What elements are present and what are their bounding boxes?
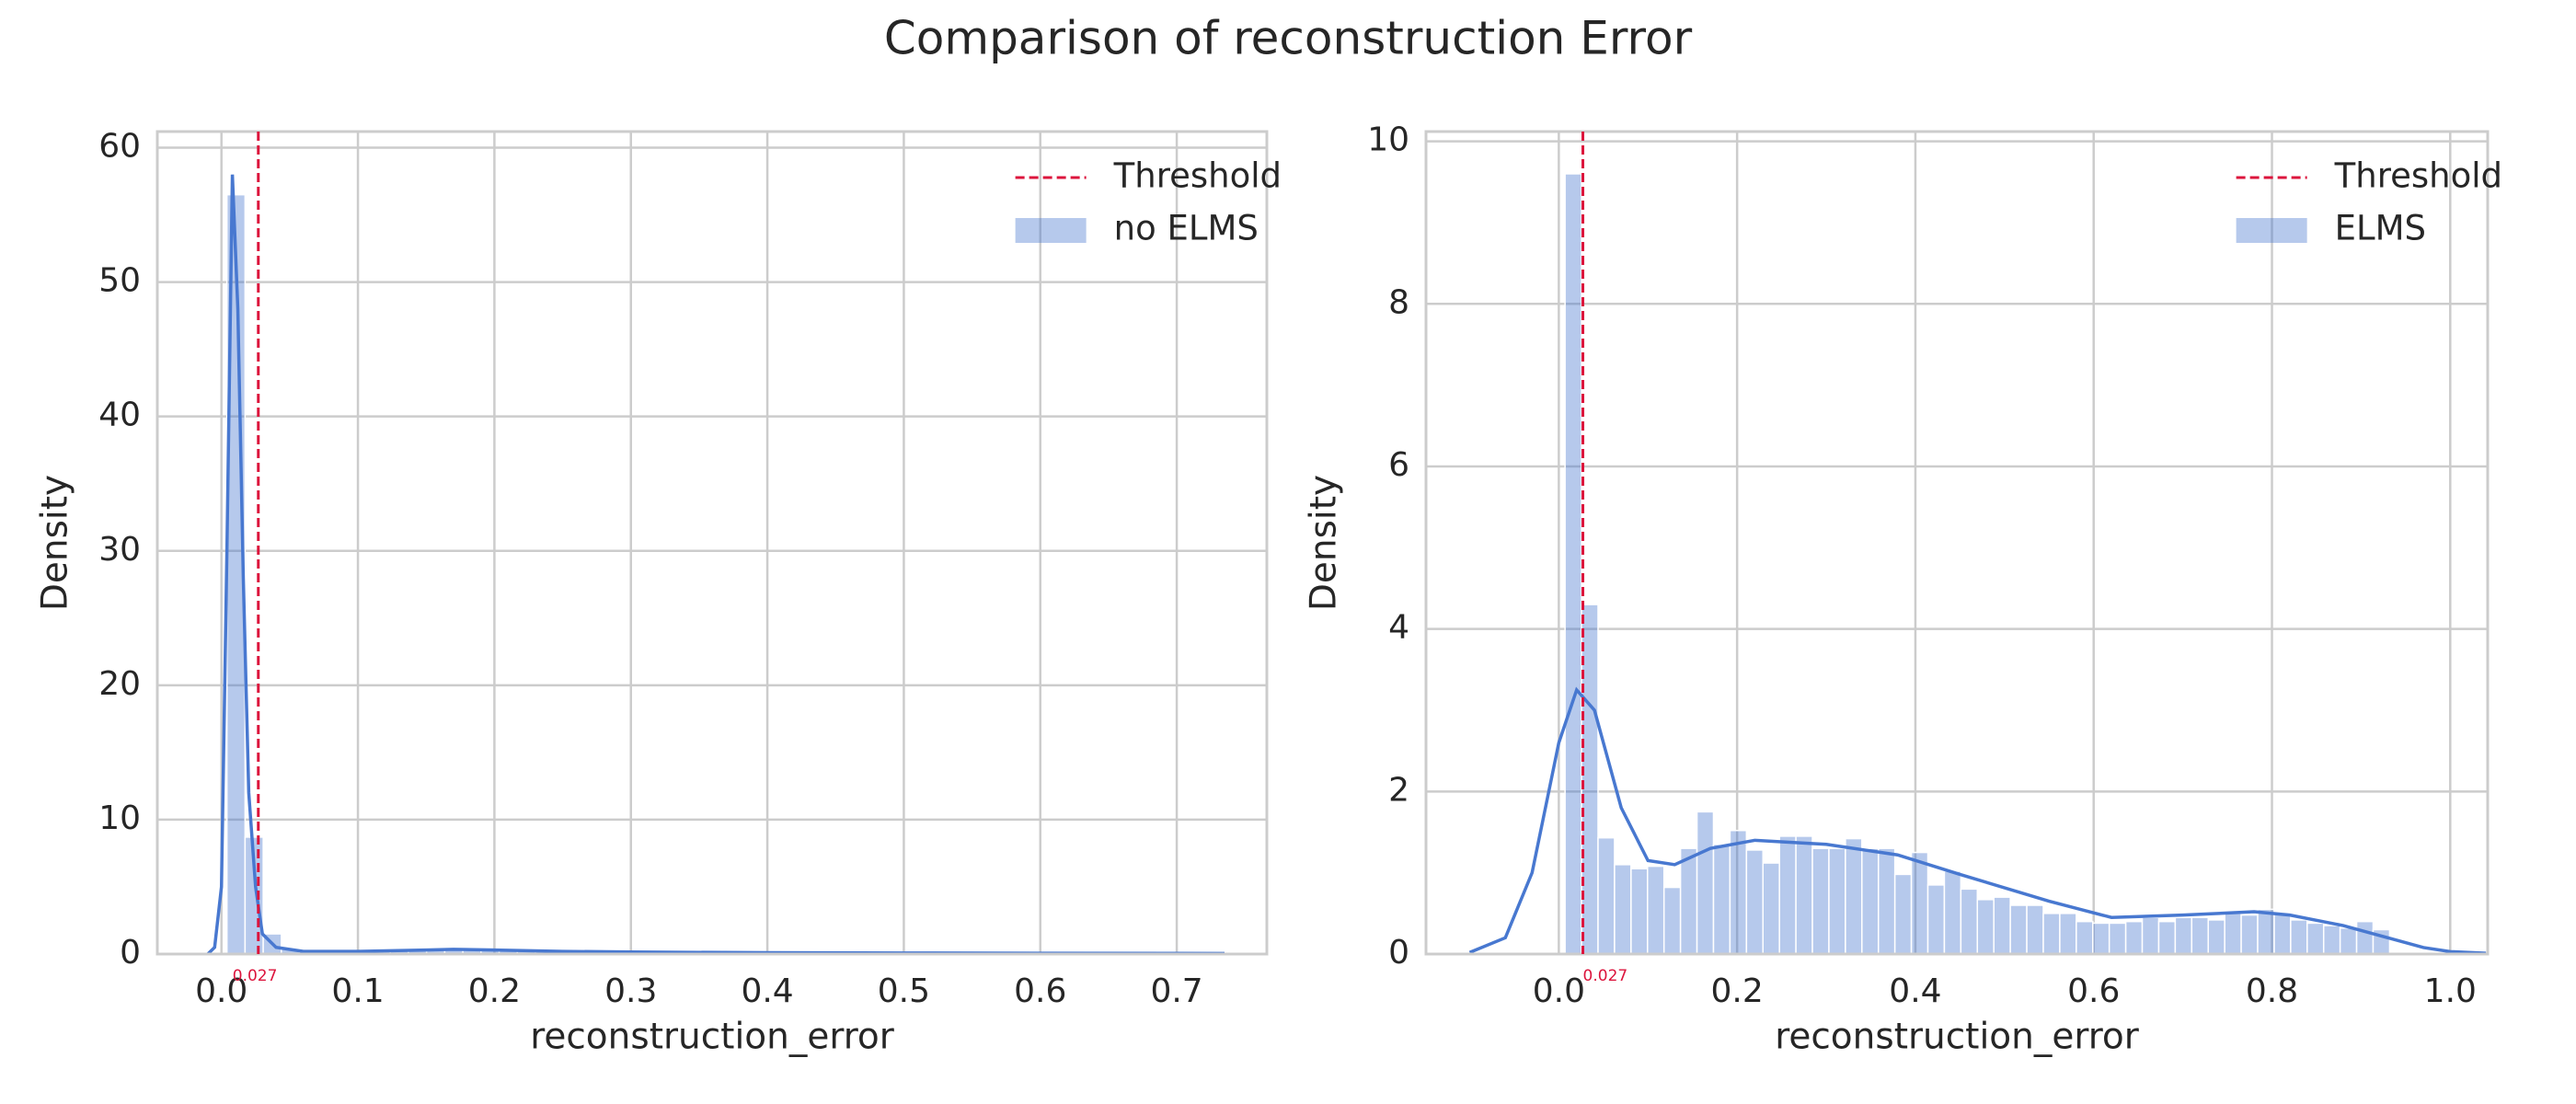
histogram-bar <box>1679 847 1698 955</box>
kde-line <box>206 174 1225 956</box>
histogram-bar <box>2240 914 2259 955</box>
histogram-bar <box>1614 864 1632 955</box>
y-tick-label: 10 <box>1367 121 1409 159</box>
histogram-bar <box>2076 920 2094 955</box>
legend-label: Threshold <box>2334 156 2502 196</box>
y-tick-label: 50 <box>98 262 141 300</box>
x-tick-label: 0.2 <box>468 972 521 1010</box>
histogram-bar <box>1745 849 1765 955</box>
legend-patch <box>2236 218 2307 243</box>
x-tick-label: 0.0 <box>195 972 247 1010</box>
y-tick-label: 10 <box>98 799 141 837</box>
histogram-bar <box>2157 920 2177 955</box>
histogram-bar <box>2092 922 2110 955</box>
histogram-bar <box>2207 919 2225 955</box>
x-tick-label: 0.8 <box>2246 972 2298 1010</box>
histogram-bar <box>2306 922 2325 955</box>
histogram-bar <box>1696 811 1715 955</box>
histogram-bar <box>1960 888 1979 955</box>
histogram-bar <box>1845 837 1863 955</box>
legend-patch <box>1015 218 1087 243</box>
y-tick-label: 30 <box>98 531 141 569</box>
histogram-bar <box>1926 884 1946 955</box>
x-axis-label: reconstruction_error <box>530 1017 895 1058</box>
histogram-bar <box>2026 904 2044 955</box>
histogram-bar <box>2124 920 2144 955</box>
y-tick-label: 0 <box>120 934 141 972</box>
x-tick-label: 0.6 <box>2067 972 2120 1010</box>
y-axis-label: Density <box>1304 475 1345 611</box>
y-tick-label: 6 <box>1388 446 1409 484</box>
y-axis-label: Density <box>35 475 76 611</box>
histogram-bar <box>1712 843 1731 955</box>
histogram-bar <box>1877 847 1896 955</box>
x-tick-label: 1.0 <box>2424 972 2477 1010</box>
histogram-bar <box>2322 925 2341 955</box>
histogram-bar <box>1976 899 1995 955</box>
histogram-bar <box>2290 919 2308 955</box>
axes-frame <box>155 130 1269 956</box>
y-tick-label: 8 <box>1388 283 1409 321</box>
x-tick-label: 0.5 <box>878 972 930 1010</box>
histogram-bar <box>1893 873 1913 955</box>
y-tick-label: 2 <box>1388 771 1409 809</box>
figure-title: Comparison of reconstruction Error <box>884 12 1693 65</box>
x-tick-label: 0.4 <box>1889 972 1941 1010</box>
histogram-bar <box>2108 922 2127 955</box>
x-tick-label: 0.4 <box>741 972 793 1010</box>
histogram-bar <box>2224 913 2242 955</box>
histogram-bar <box>1647 865 1665 955</box>
x-tick-label: 0.3 <box>604 972 657 1010</box>
histogram-bar <box>2059 913 2077 955</box>
legend-label: Threshold <box>1113 156 1282 196</box>
axes-frame <box>1424 130 2490 956</box>
histogram-bar <box>1811 847 1830 955</box>
y-tick-label: 40 <box>98 397 141 434</box>
histogram-bar <box>1910 851 1929 955</box>
legend-label: ELMS <box>2335 209 2426 248</box>
x-tick-label: 0.1 <box>331 972 384 1010</box>
histogram-bar <box>1762 862 1780 955</box>
histogram-bar <box>1778 835 1797 955</box>
threshold-label: 0.027 <box>1583 967 1628 985</box>
x-tick-label: 0.2 <box>1711 972 1764 1010</box>
histogram-bar <box>2339 926 2358 955</box>
threshold-label: 0.027 <box>233 967 278 985</box>
histogram-bar <box>1729 829 1748 955</box>
histogram-bar <box>1630 868 1649 955</box>
histogram-bar <box>1662 886 1682 955</box>
y-tick-label: 60 <box>98 128 141 166</box>
histogram-bar <box>2191 916 2209 955</box>
legend-label: no ELMS <box>1114 209 1259 248</box>
histogram-bar <box>1564 173 1582 955</box>
y-tick-label: 4 <box>1388 609 1409 647</box>
x-axis-label: reconstruction_error <box>1775 1017 2140 1058</box>
histogram-bar <box>1828 847 1846 955</box>
histogram-bar <box>2273 913 2292 955</box>
kde-line <box>1468 686 2487 955</box>
x-tick-label: 0.6 <box>1014 972 1066 1010</box>
histogram-bar <box>1597 836 1616 955</box>
x-tick-label: 0.0 <box>1533 972 1585 1010</box>
histogram-bar <box>1943 870 1962 955</box>
y-tick-label: 20 <box>98 665 141 703</box>
histogram-bar <box>1795 835 1813 955</box>
histogram-bar <box>2257 908 2275 955</box>
histogram-bar <box>2042 913 2061 955</box>
histogram-bar <box>2174 916 2193 955</box>
histogram-bar <box>2141 916 2160 955</box>
histogram-bar <box>2355 920 2375 955</box>
histogram-bar <box>2009 904 2028 955</box>
histogram-bar <box>1993 896 2011 955</box>
histogram-bar <box>1861 847 1880 955</box>
y-tick-label: 0 <box>1388 934 1409 972</box>
x-tick-label: 0.7 <box>1150 972 1202 1010</box>
